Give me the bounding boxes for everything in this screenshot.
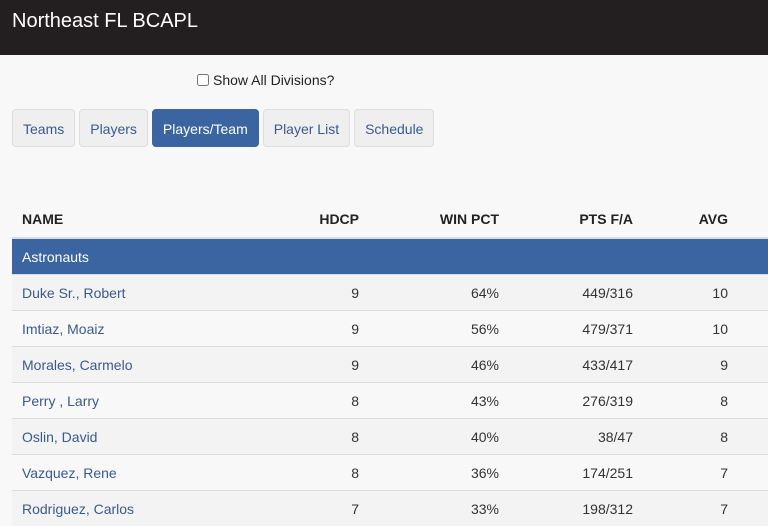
col-pts[interactable]: PTS F/A <box>499 201 633 238</box>
player-name-link[interactable]: Morales, Carmelo <box>12 347 222 383</box>
hdcp-cell: 9 <box>222 347 359 383</box>
col-win-pct[interactable]: WIN PCT <box>359 201 499 238</box>
player-name-link[interactable]: Duke Sr., Robert <box>12 275 222 311</box>
tab-schedule[interactable]: Schedule <box>354 109 434 147</box>
col-avg[interactable]: AVG <box>633 201 728 238</box>
avg-cell: 7 <box>633 455 728 491</box>
app-header: Northeast FL BCAPL <box>0 0 768 55</box>
win-pct-cell: 56% <box>359 311 499 347</box>
col-name[interactable]: NAME <box>12 201 222 238</box>
tab-players-team[interactable]: Players/Team <box>152 109 259 147</box>
hdcp-cell: 7 <box>222 491 359 526</box>
site-title: Northeast FL BCAPL <box>12 10 198 32</box>
avg-cell: 8 <box>633 383 728 419</box>
hdcp-cell: 9 <box>222 275 359 311</box>
checkbox[interactable] <box>197 74 209 86</box>
team-group-row: Astronauts <box>12 238 768 275</box>
player-name-link[interactable]: Oslin, David <box>12 419 222 455</box>
hdcp-cell: 8 <box>222 419 359 455</box>
player-name-link[interactable]: Rodriguez, Carlos <box>12 491 222 526</box>
pts-cell: 479/371 <box>499 311 633 347</box>
win-pct-cell: 36% <box>359 455 499 491</box>
show-all-divisions-checkbox[interactable]: Show All Divisions? <box>197 72 334 88</box>
win-pct-cell: 40% <box>359 419 499 455</box>
player-name-link[interactable]: Vazquez, Rene <box>12 455 222 491</box>
pts-cell: 433/417 <box>499 347 633 383</box>
player-name-link[interactable]: Imtiaz, Moaiz <box>12 311 222 347</box>
hdcp-cell: 9 <box>222 311 359 347</box>
pts-cell: 38/47 <box>499 419 633 455</box>
players-table: NAME HDCP WIN PCT PTS F/A AVG Astronauts… <box>12 201 768 526</box>
avg-cell: 10 <box>633 275 728 311</box>
win-pct-cell: 43% <box>359 383 499 419</box>
win-pct-cell: 33% <box>359 491 499 526</box>
pts-cell: 198/312 <box>499 491 633 526</box>
player-name-link[interactable]: Perry , Larry <box>12 383 222 419</box>
avg-cell: 9 <box>633 347 728 383</box>
win-pct-cell: 46% <box>359 347 499 383</box>
tab-player-list[interactable]: Player List <box>263 109 350 147</box>
hdcp-cell: 8 <box>222 455 359 491</box>
hdcp-cell: 8 <box>222 383 359 419</box>
tab-players[interactable]: Players <box>79 109 148 147</box>
avg-cell: 10 <box>633 311 728 347</box>
avg-cell: 8 <box>633 419 728 455</box>
pts-cell: 449/316 <box>499 275 633 311</box>
avg-cell: 7 <box>633 491 728 526</box>
tab-teams[interactable]: Teams <box>12 109 75 147</box>
checkbox-label: Show All Divisions? <box>213 72 334 88</box>
nav-tabs: Teams Players Players/Team Player List S… <box>12 109 434 147</box>
win-pct-cell: 64% <box>359 275 499 311</box>
pts-cell: 276/319 <box>499 383 633 419</box>
pts-cell: 174/251 <box>499 455 633 491</box>
col-hdcp[interactable]: HDCP <box>222 201 359 238</box>
